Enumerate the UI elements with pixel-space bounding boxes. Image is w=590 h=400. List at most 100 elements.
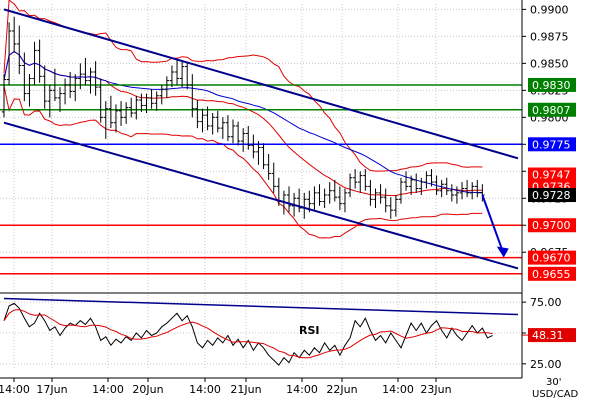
time-axis-ticks: 14:00 17Jun 14:00 20Jun 14:00 21Jun 14:00 22Jun…: [0, 378, 452, 396]
candle-27: [139, 93, 144, 112]
candle-67: [342, 188, 348, 213]
price-badge-0.9775: 0.9775: [528, 137, 576, 152]
rsi-title: RSI: [299, 324, 320, 337]
candle-89: [454, 186, 460, 204]
price-badge-0.9830-text: 0.9830: [532, 79, 571, 92]
candle-64: [327, 182, 332, 204]
candle-36: [185, 62, 190, 90]
candle-46: [235, 121, 241, 146]
candle-13: [67, 71, 73, 98]
price-badge-0.9670: 0.9670: [528, 250, 576, 265]
price-badge-0.9655-box: [528, 266, 576, 281]
rsi-badge-text: 48.31: [532, 329, 564, 342]
candle-10: [52, 68, 58, 102]
price-badge-0.9807-box: [528, 102, 576, 117]
candle-39: [200, 108, 205, 133]
candle-19: [98, 78, 103, 123]
price-badge-0.9747: 0.9747: [528, 167, 576, 182]
rsi-panel: [3, 297, 528, 366]
candle-75: [383, 188, 388, 213]
price-badge-0.9807: 0.9807: [528, 102, 576, 117]
trend-line-upper: [3, 8, 519, 160]
candle-61: [312, 186, 317, 211]
rsi-line: [3, 302, 493, 366]
price-badge-0.9728-text: 0.9728: [532, 189, 571, 202]
candle-91: [464, 179, 470, 198]
candle-47: [240, 128, 246, 152]
candle-90: [459, 182, 465, 200]
candle-25: [129, 97, 134, 118]
candle-68: [347, 173, 353, 198]
candle-38: [195, 100, 200, 129]
candle-87: [444, 177, 449, 196]
time-tick-label-8: 14:00: [382, 383, 414, 396]
candle-72: [368, 179, 373, 206]
candle-3: [17, 25, 22, 75]
candle-69: [352, 169, 358, 189]
candle-80: [408, 175, 414, 196]
bollinger-lower-line: [3, 85, 483, 239]
candle-76: [388, 197, 393, 219]
candle-81: [414, 173, 419, 193]
candle-35: [179, 61, 185, 88]
candle-6: [32, 41, 37, 85]
candle-43: [220, 117, 226, 139]
candle-16: [83, 57, 88, 85]
candle-2: [11, 16, 17, 53]
candle-4: [22, 52, 27, 102]
pair-label: USD/CAD: [532, 389, 579, 400]
candle-24: [123, 102, 129, 124]
time-tick-label-5: 21Jun: [230, 383, 261, 396]
time-tick-label-4: 14:00: [189, 383, 221, 396]
candle-88: [449, 184, 455, 202]
candle-0: [1, 74, 7, 118]
candle-63: [322, 188, 327, 208]
price-badge-0.9807-text: 0.9807: [532, 104, 571, 117]
candle-53: [271, 162, 276, 193]
price-badge-0.9670-text: 0.9670: [532, 252, 571, 265]
candle-29: [149, 89, 154, 109]
candle-93: [475, 179, 480, 198]
candle-20: [103, 101, 108, 139]
price-badge-0.9747-text: 0.9747: [532, 169, 571, 182]
price-badge-0.9700-box: [528, 218, 576, 233]
price-badge-0.9728: 0.9728: [528, 188, 576, 203]
candle-73: [373, 188, 378, 208]
time-tick-label-3: 20Jun: [132, 383, 163, 396]
candle-51: [261, 143, 266, 170]
time-tick-label-7: 22Jun: [326, 383, 357, 396]
candle-70: [358, 171, 363, 193]
moving-average-slow-line: [3, 50, 483, 194]
candle-8: [42, 65, 47, 109]
candle-34: [174, 60, 180, 85]
candle-22: [113, 104, 119, 133]
price-badge-0.9830: 0.9830: [528, 77, 576, 92]
candle-1: [6, 22, 12, 85]
candle-52: [266, 154, 271, 180]
candle-92: [469, 182, 475, 200]
timeframe-label: 30': [546, 377, 561, 388]
candle-32: [164, 76, 170, 98]
candle-21: [108, 95, 114, 129]
candle-30: [154, 91, 159, 111]
horizontal-levels: [0, 84, 522, 275]
candle-11: [57, 87, 63, 112]
candle-66: [337, 186, 343, 211]
candle-31: [159, 84, 164, 105]
trend-line-lower: [3, 121, 519, 270]
candle-48: [246, 125, 251, 150]
candle-9: [47, 84, 53, 118]
candle-62: [317, 184, 322, 206]
candle-28: [144, 93, 149, 114]
price-badge-0.9728-box: [528, 188, 576, 203]
time-tick-label-9: 23Jun: [420, 383, 451, 396]
candle-33: [169, 65, 175, 88]
price-badges: 0.98300.98070.97750.97470.97360.97280.97…: [528, 77, 576, 343]
candle-12: [62, 78, 68, 105]
price-tick-label-1: 0.9875: [530, 30, 569, 43]
candle-79: [403, 171, 409, 191]
candle-82: [419, 177, 424, 196]
candle-83: [424, 171, 429, 189]
candle-7: [37, 39, 42, 83]
